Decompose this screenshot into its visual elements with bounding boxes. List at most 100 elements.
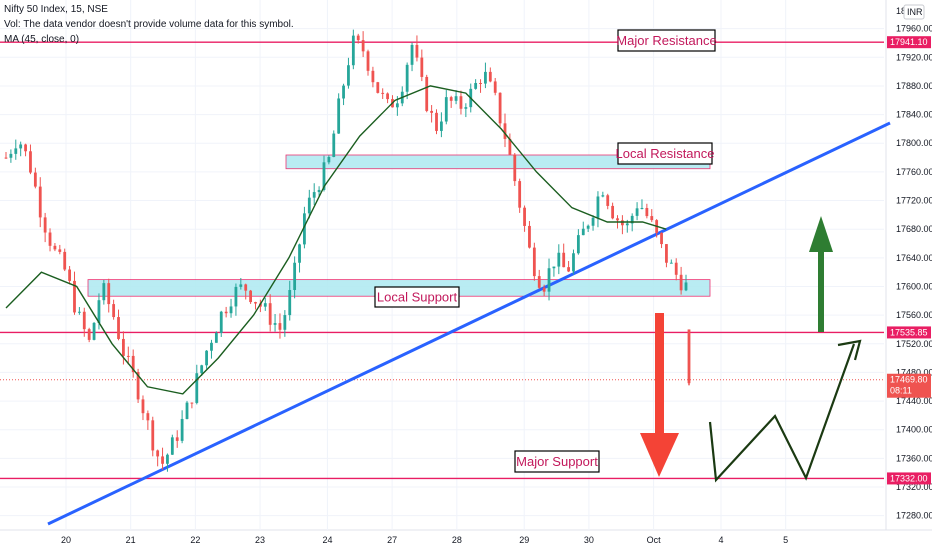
- candle-body: [493, 81, 497, 93]
- time-axis: 20 21 22 23 24 27 28 29 30 Oct 4 5: [61, 535, 788, 545]
- candle-body: [146, 413, 150, 421]
- candle-body: [33, 172, 37, 187]
- candle-body: [557, 252, 561, 267]
- x-tick-label: 29: [519, 535, 529, 545]
- candle-body: [459, 96, 463, 109]
- candle-body: [112, 304, 116, 318]
- candle-body: [572, 253, 575, 272]
- candle-body: [185, 402, 189, 419]
- candle-body: [102, 283, 106, 301]
- candle-body: [552, 266, 556, 269]
- level-price-label: 17535.85: [890, 327, 928, 337]
- candle-body: [122, 338, 125, 356]
- candle-body: [92, 322, 96, 340]
- candle-body: [141, 399, 145, 414]
- ascending-trendline[interactable]: [47, 121, 891, 526]
- projected-path: [708, 343, 856, 483]
- candle-body: [513, 154, 517, 182]
- candle-body: [395, 103, 399, 108]
- y-tick-label: 17560.00: [896, 310, 932, 320]
- candle-body: [498, 92, 502, 124]
- candle-body: [439, 121, 443, 131]
- candle-body: [591, 217, 595, 226]
- x-tick-label: 30: [584, 535, 594, 545]
- candle-body: [273, 323, 277, 325]
- candle-body: [14, 148, 18, 154]
- candle-body: [361, 40, 365, 52]
- candle-body: [537, 276, 541, 288]
- candle-body: [38, 186, 42, 218]
- candle-body: [687, 329, 691, 384]
- candle-body: [58, 249, 62, 252]
- candle-body: [97, 300, 101, 323]
- y-top-tick-label: 18: [896, 6, 906, 16]
- candle-body: [523, 207, 526, 226]
- candle-body: [665, 244, 668, 263]
- candle-body: [425, 76, 429, 111]
- y-tick-label: 17600.00: [896, 281, 932, 291]
- x-tick-label: 23: [255, 535, 265, 545]
- candle-body: [616, 218, 619, 221]
- candle-body: [229, 306, 233, 314]
- arrow-down-shaft: [655, 313, 664, 433]
- candle-body: [484, 71, 487, 84]
- x-tick-label: Oct: [647, 535, 662, 545]
- candle-body: [542, 287, 546, 292]
- candle-body: [170, 437, 174, 455]
- x-tick-label: 20: [61, 535, 71, 545]
- candle-body: [4, 157, 8, 159]
- currency-badge[interactable]: [903, 4, 925, 20]
- candle-body: [547, 268, 551, 292]
- y-tick-label: 17360.00: [896, 453, 932, 463]
- candle-body: [645, 207, 649, 217]
- candle-body: [224, 311, 228, 314]
- candle-body: [239, 284, 243, 287]
- ma-legend: MA (45, close, 0): [4, 34, 80, 45]
- candle-body: [674, 262, 678, 275]
- x-tick-label: 22: [190, 535, 200, 545]
- candle-body: [679, 274, 683, 291]
- candle-body: [611, 205, 615, 219]
- x-tick-label: 4: [718, 535, 723, 545]
- note-major-resistance: Major Resistance: [616, 29, 717, 52]
- y-tick-label: 17960.00: [896, 24, 932, 34]
- note-local-support-box: [374, 286, 460, 308]
- x-tick-label: 28: [452, 535, 462, 545]
- candle-body: [444, 97, 448, 122]
- candle-body: [508, 138, 512, 155]
- candle-body: [73, 280, 76, 313]
- y-tick-label: 17920.00: [896, 52, 932, 62]
- candle-body: [405, 64, 409, 92]
- candle-body: [630, 215, 634, 224]
- drawings: [640, 216, 862, 483]
- candle-body: [347, 65, 350, 86]
- candle-body: [337, 98, 341, 134]
- note-major-support-box: [514, 450, 600, 473]
- note-local-resistance-text: Local Resistance: [616, 146, 715, 161]
- candle-body: [474, 83, 478, 89]
- ma-line: [5, 85, 667, 395]
- candle-body: [156, 450, 160, 457]
- candle-body: [166, 454, 169, 464]
- candle-body: [415, 44, 419, 58]
- candle-body: [420, 57, 424, 77]
- candle-body: [126, 355, 130, 357]
- y-tick-label: 17840.00: [896, 110, 932, 120]
- candle-body: [567, 267, 570, 272]
- arrow-up-shaft: [818, 248, 824, 332]
- level-price-tag: [887, 326, 931, 339]
- level-price-label: 17941.10: [890, 37, 928, 47]
- candle-body: [435, 112, 438, 131]
- moving-average: [5, 85, 667, 395]
- candle-body: [621, 220, 624, 226]
- candle-body: [562, 252, 566, 268]
- candle-body: [19, 144, 23, 149]
- candle-body: [82, 311, 86, 330]
- y-tick-label: 17800.00: [896, 138, 932, 148]
- candle-body: [24, 144, 27, 152]
- candle-body: [283, 315, 287, 330]
- candle-body: [528, 225, 531, 248]
